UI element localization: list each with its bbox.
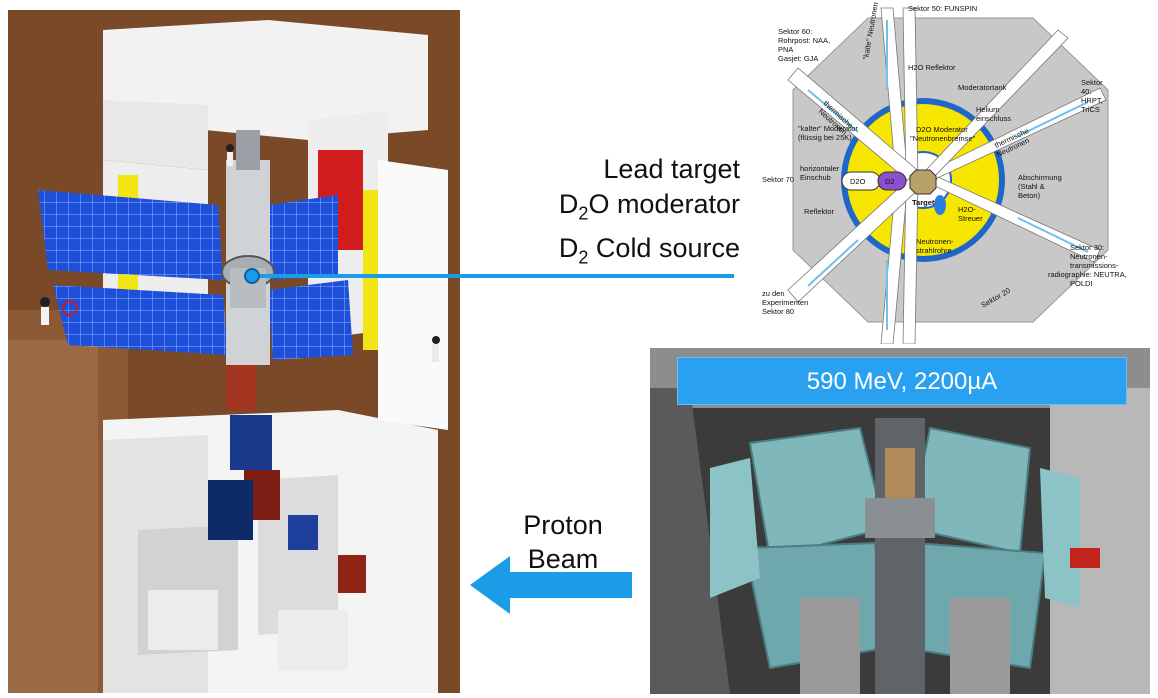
svg-text:Sektor 30:: Sektor 30:: [1070, 243, 1104, 252]
svg-text:H2O-: H2O-: [958, 205, 976, 214]
facility-model-photo: [8, 10, 460, 693]
proton-beam-line2: Beam: [527, 544, 599, 574]
svg-text:Helium: Helium: [976, 105, 999, 114]
svg-text:Sektor: Sektor: [1081, 78, 1103, 87]
svg-text:Beton): Beton): [1018, 191, 1041, 200]
sector-diagram: Sektor 50: FUNSPIN Sektor 60: Rohrpost: …: [748, 0, 1154, 345]
sector-60-label: Sektor 60:: [778, 27, 812, 36]
svg-text:zu den: zu den: [762, 289, 785, 298]
svg-text:Einschub: Einschub: [800, 173, 831, 182]
svg-text:PNA: PNA: [778, 45, 793, 54]
svg-text:POLDI: POLDI: [1070, 279, 1093, 288]
svg-text:D2O Moderator: D2O Moderator: [916, 125, 968, 134]
svg-text:Sektor 80: Sektor 80: [762, 307, 794, 316]
target-connector-line: [252, 274, 734, 278]
svg-text:transmissions-: transmissions-: [1070, 261, 1119, 270]
svg-text:Gasjet: GJA: Gasjet: GJA: [778, 54, 818, 63]
svg-text:HRPT,: HRPT,: [1081, 96, 1103, 105]
svg-text:Abschirmung: Abschirmung: [1018, 173, 1062, 182]
facility-model-illustration: [8, 10, 460, 693]
svg-text:Target: Target: [912, 198, 935, 207]
svg-text:Neutronen-: Neutronen-: [1070, 252, 1108, 261]
svg-text:radiographie: NEUTRA,: radiographie: NEUTRA,: [1048, 270, 1127, 279]
svg-text:Moderatortank: Moderatortank: [958, 83, 1007, 92]
svg-text:strahlrohre: strahlrohre: [916, 246, 952, 255]
target-marker-dot: [244, 268, 260, 284]
beam-energy-banner: 590 MeV, 2200µA: [677, 357, 1127, 405]
proton-beam-label: Proton Beam: [500, 508, 626, 576]
target-label-block: Lead target D2O moderator D2 Cold source: [559, 152, 740, 276]
cold-source-label: D2 Cold source: [558, 233, 740, 268]
svg-text:D2: D2: [885, 177, 895, 186]
svg-text:40:: 40:: [1081, 87, 1091, 96]
svg-text:"kalter" Moderator: "kalter" Moderator: [798, 124, 858, 133]
svg-text:Rohrpost: NAA,: Rohrpost: NAA,: [778, 36, 830, 45]
svg-text:Experimenten: Experimenten: [762, 298, 808, 307]
svg-text:Streuer: Streuer: [958, 214, 983, 223]
svg-text:Sektor 70: Sektor 70: [762, 175, 794, 184]
moderator-label: D2O moderator: [558, 189, 740, 224]
sector-diagram-svg: Sektor 50: FUNSPIN Sektor 60: Rohrpost: …: [762, 1, 1127, 345]
beam-arrow-icon: [470, 556, 632, 614]
svg-text:Reflektor: Reflektor: [804, 207, 835, 216]
svg-text:"Neutronenbremse": "Neutronenbremse": [910, 134, 976, 143]
svg-text:D2O: D2O: [850, 177, 866, 186]
svg-text:Neutronen-: Neutronen-: [916, 237, 954, 246]
svg-text:einschluss: einschluss: [976, 114, 1011, 123]
svg-text:(flüssig bei 25K): (flüssig bei 25K): [798, 133, 852, 142]
proton-beam-line1: Proton: [523, 510, 603, 540]
lead-target-label: Lead target: [603, 154, 740, 184]
svg-text:H2O Reflektor: H2O Reflektor: [908, 63, 956, 72]
svg-text:Sektor 50: FUNSPIN: Sektor 50: FUNSPIN: [908, 4, 977, 13]
svg-text:horizontaler: horizontaler: [800, 164, 840, 173]
svg-text:TriCS: TriCS: [1081, 105, 1100, 114]
svg-text:(Stahl &: (Stahl &: [1018, 182, 1045, 191]
